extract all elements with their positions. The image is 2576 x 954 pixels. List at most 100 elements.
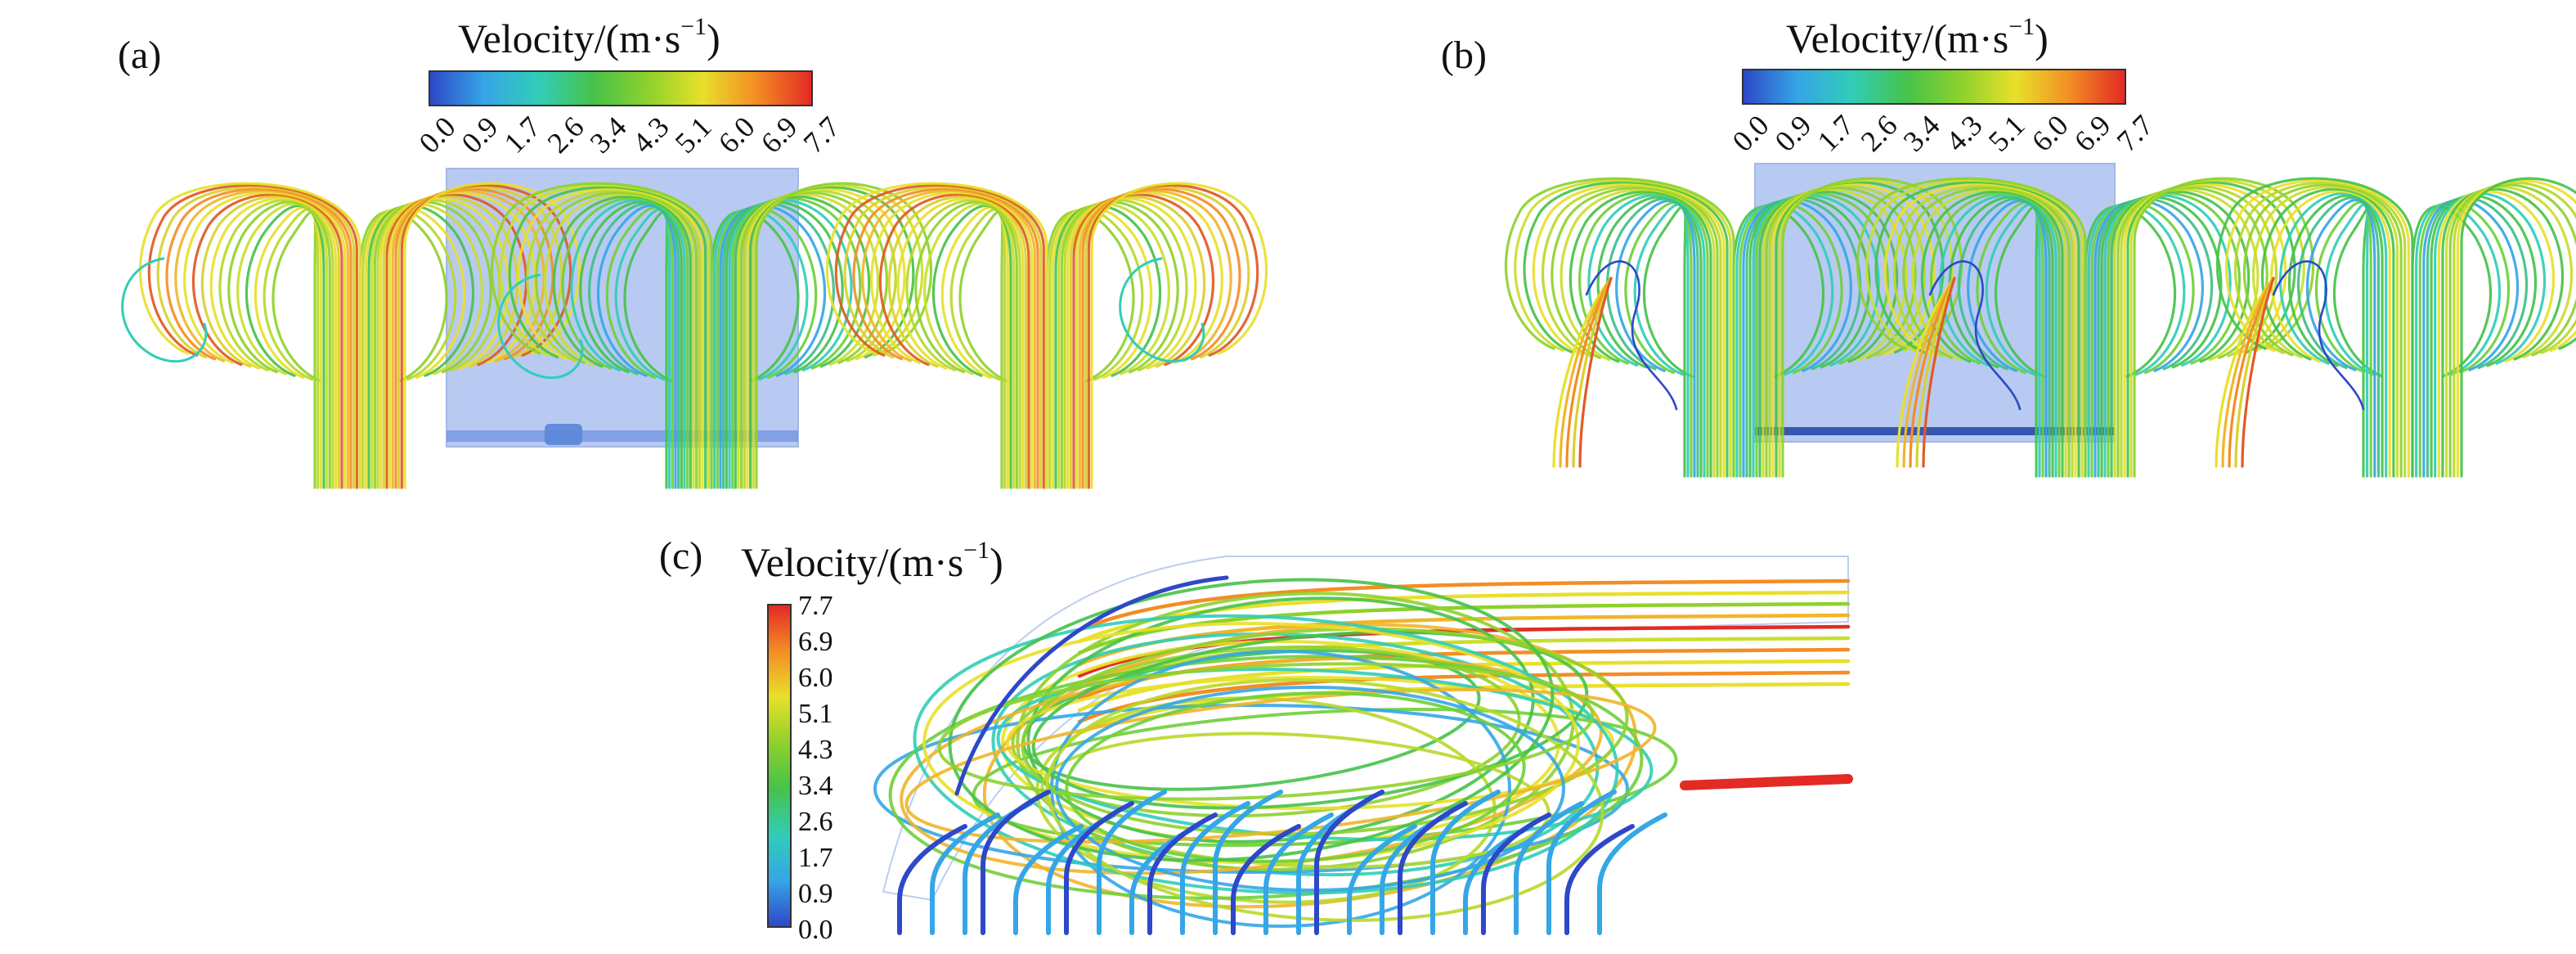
streamline [373, 200, 492, 489]
streamline [722, 202, 835, 489]
colorbar-title-c: Velocity/(m·s−1) [741, 537, 1003, 585]
streamline [2087, 203, 2186, 478]
streamline [948, 578, 1555, 862]
streamline [2418, 200, 2511, 478]
streamline [2094, 199, 2204, 478]
inlet-leg [1231, 824, 1301, 935]
inlet-leg [930, 812, 1000, 935]
streamline [834, 183, 1045, 489]
streamline [896, 196, 1025, 489]
streamline [561, 196, 689, 489]
colorbar-title-b: Velocity/(m·s−1) [1786, 13, 2049, 61]
colorbar-a-tick: 5.1 [668, 110, 719, 160]
streamline [1514, 178, 1732, 478]
streamline [1911, 188, 2067, 478]
streamline [1920, 190, 2064, 478]
streamline [931, 204, 1012, 489]
streamline [1985, 203, 2041, 478]
streamline [209, 196, 338, 489]
streamline [873, 704, 1629, 874]
streamline [2426, 196, 2529, 478]
streamline [245, 204, 325, 489]
streamline [121, 257, 208, 363]
streamline [1967, 199, 2048, 478]
streamline [1642, 205, 1694, 478]
streamline [376, 199, 501, 489]
streamline [1928, 260, 2022, 411]
colorbar-c [767, 604, 792, 928]
streamline [2260, 187, 2395, 478]
streamline [1552, 277, 1613, 468]
streamline [526, 189, 701, 489]
inlet-leg [1263, 812, 1334, 935]
streamline [1066, 196, 1197, 489]
streamline [1752, 193, 1880, 478]
inlet-leg [1314, 790, 1384, 935]
streamline [1077, 659, 1851, 713]
inlet-leg [1213, 790, 1283, 935]
streamline [2456, 179, 2576, 478]
streamline [719, 204, 827, 489]
streamline [2437, 190, 2556, 478]
streamline [364, 206, 466, 489]
streamline [914, 200, 1018, 489]
streamline [2100, 196, 2223, 478]
streamline [1883, 182, 2077, 478]
streamline [949, 208, 1007, 489]
streamline [1523, 181, 1729, 478]
streamline [996, 668, 1654, 841]
streamline [1011, 645, 1521, 818]
streamline [1765, 186, 1917, 478]
streamline [1077, 601, 1851, 655]
streamline [1856, 177, 2087, 478]
streamline [2215, 177, 2414, 478]
streamline [138, 182, 361, 489]
streamline [1054, 204, 1162, 489]
colorbar-a-tick: 3.4 [583, 110, 633, 160]
streamline [852, 187, 1039, 489]
streamline [2242, 183, 2403, 478]
streamline [2107, 191, 2241, 478]
streamline [1680, 774, 1853, 790]
streamline [1922, 277, 1956, 468]
streamline [923, 202, 1016, 489]
streamline [552, 195, 692, 489]
room-floor [1755, 427, 2115, 435]
streamline [755, 182, 933, 489]
streamline [2269, 190, 2391, 478]
streamline-plot-b [1504, 163, 2576, 478]
streamline [913, 614, 1619, 895]
streamline [165, 187, 352, 489]
streamline [725, 200, 844, 489]
streamline [1585, 260, 1678, 411]
streamline [236, 202, 329, 489]
inlet-leg [1097, 790, 1167, 935]
colorbar-c-tick: 0.9 [798, 879, 833, 909]
streamline [1551, 187, 1719, 478]
colorbar-a-tick: 6.0 [711, 110, 761, 160]
streamline [2453, 181, 2576, 478]
colorbar-c-tick: 3.4 [798, 771, 833, 801]
streamline [1781, 177, 1963, 478]
colorbar-a-tick: 0.0 [412, 110, 462, 160]
streamline [1874, 181, 2080, 478]
streamline [227, 200, 331, 489]
streamline [588, 202, 680, 489]
streamline [614, 208, 671, 489]
streamline [361, 208, 457, 489]
streamline [2228, 277, 2275, 468]
streamline [1976, 201, 2044, 478]
streamline [1081, 187, 1241, 489]
streamline [1930, 191, 2061, 478]
streamline [2434, 191, 2547, 478]
streamline [1735, 203, 1834, 478]
panel-label-a: (a) [118, 34, 162, 77]
colorbar-a-tick: 2.6 [541, 110, 590, 160]
inlet-leg [1398, 801, 1468, 935]
streamline [579, 200, 683, 489]
colorbar-b-tick: 1.7 [1811, 108, 1861, 158]
streamline [2251, 186, 2399, 478]
streamline [497, 273, 584, 380]
streamline [2441, 187, 2565, 478]
inlet-leg [1180, 801, 1250, 935]
